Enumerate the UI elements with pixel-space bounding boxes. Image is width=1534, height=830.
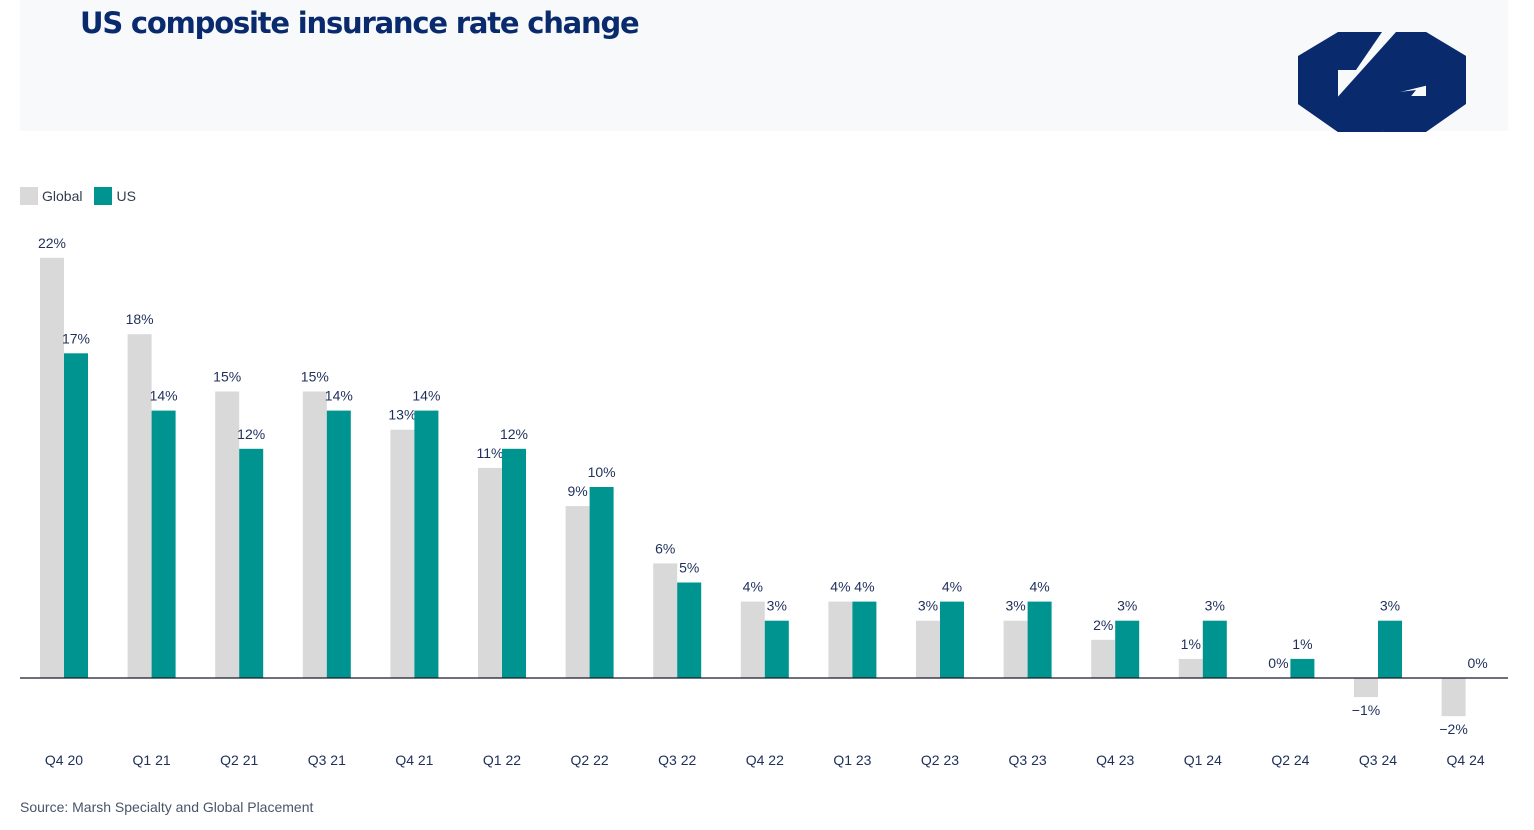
legend-swatch-global xyxy=(20,187,38,205)
data-label-global: −1% xyxy=(1352,702,1380,718)
legend-item-global: Global xyxy=(20,187,82,205)
chart-legend: Global US xyxy=(20,187,148,205)
x-tick-label: Q1 24 xyxy=(1184,752,1222,768)
bar-us xyxy=(414,410,439,678)
header-band xyxy=(20,0,1508,131)
data-label-us: 1% xyxy=(1292,636,1312,652)
bar-global xyxy=(40,257,64,678)
data-label-us: 3% xyxy=(767,598,787,614)
bar-chart: 22% 17% Q4 20 18% 14% Q1 21 15% 12% Q2 21 15% 14% Q… xyxy=(20,235,1508,768)
x-tick-label: Q4 20 xyxy=(45,752,83,768)
x-tick-label: Q2 24 xyxy=(1271,752,1309,768)
data-label-us: 14% xyxy=(412,388,440,404)
bar-global xyxy=(565,506,590,678)
bar-us xyxy=(852,601,877,678)
x-tick-label: Q3 21 xyxy=(308,752,346,768)
data-label-global: 3% xyxy=(918,598,938,614)
bar-us xyxy=(239,448,264,678)
legend-item-us: US xyxy=(94,187,136,205)
bar-us xyxy=(589,487,614,678)
data-label-us: 14% xyxy=(150,388,178,404)
legend-label-us: US xyxy=(116,188,136,204)
x-tick-label: Q2 22 xyxy=(571,752,609,768)
bar-us xyxy=(1202,620,1227,678)
data-label-global: 15% xyxy=(301,369,329,385)
bar-us xyxy=(64,353,88,678)
bar-global xyxy=(390,429,415,678)
bar-global xyxy=(653,563,678,678)
data-label-us: 5% xyxy=(679,560,699,576)
x-tick-label: Q4 21 xyxy=(395,752,433,768)
bar-us xyxy=(1027,601,1052,678)
bar-us xyxy=(677,582,702,678)
data-label-us: 3% xyxy=(1380,598,1400,614)
data-label-global: 6% xyxy=(655,540,675,556)
data-label-global: 4% xyxy=(743,579,763,595)
data-label-global: 3% xyxy=(1005,598,1025,614)
data-label-us: 10% xyxy=(588,464,616,480)
bar-us xyxy=(502,448,526,678)
bar-us xyxy=(764,620,789,678)
data-label-us: 12% xyxy=(500,426,528,442)
bar-global xyxy=(740,601,765,678)
bar-global xyxy=(1091,639,1116,678)
data-label-global: 1% xyxy=(1181,636,1201,652)
bar-us xyxy=(940,601,964,678)
data-label-global: −2% xyxy=(1439,721,1467,737)
bar-us xyxy=(151,410,176,678)
bar-global xyxy=(828,601,853,678)
data-label-us: 0% xyxy=(1467,655,1487,671)
data-label-us: 4% xyxy=(854,579,874,595)
bar-global xyxy=(916,620,940,678)
data-label-us: 12% xyxy=(237,426,265,442)
legend-swatch-us xyxy=(94,187,113,205)
data-label-us: 3% xyxy=(1205,598,1225,614)
source-note: Source: Marsh Specialty and Global Place… xyxy=(20,799,314,815)
data-label-global: 9% xyxy=(567,483,587,499)
data-label-global: 22% xyxy=(38,235,66,251)
bar-global xyxy=(127,334,152,678)
data-label-us: 3% xyxy=(1117,598,1137,614)
x-tick-label: Q2 23 xyxy=(921,752,959,768)
x-tick-label: Q1 23 xyxy=(833,752,871,768)
data-label-us: 14% xyxy=(325,388,353,404)
data-label-global: 13% xyxy=(388,407,416,423)
bar-global xyxy=(215,391,240,678)
bar-us xyxy=(1290,658,1315,678)
data-label-global: 4% xyxy=(830,579,850,595)
x-tick-label: Q4 23 xyxy=(1096,752,1134,768)
brand-logo-icon xyxy=(1298,32,1466,132)
data-label-global: 18% xyxy=(126,311,154,327)
legend-label-global: Global xyxy=(42,188,83,204)
bar-us xyxy=(1378,620,1402,678)
bar-us xyxy=(1115,620,1140,678)
bar-global xyxy=(1178,658,1203,678)
bar-global xyxy=(1354,678,1378,698)
bar-global xyxy=(1003,620,1028,678)
x-tick-label: Q1 21 xyxy=(133,752,171,768)
data-label-us: 4% xyxy=(942,579,962,595)
data-label-us: 17% xyxy=(62,330,90,346)
data-label-global: 2% xyxy=(1093,617,1113,633)
data-label-global: 0% xyxy=(1268,655,1288,671)
data-label-global: 15% xyxy=(213,369,241,385)
x-tick-label: Q4 24 xyxy=(1447,752,1485,768)
bar-global xyxy=(1441,678,1466,717)
x-tick-label: Q1 22 xyxy=(483,752,521,768)
bar-global xyxy=(302,391,327,678)
x-tick-label: Q2 21 xyxy=(220,752,258,768)
x-tick-label: Q3 22 xyxy=(658,752,696,768)
x-tick-label: Q4 22 xyxy=(746,752,784,768)
bar-us xyxy=(326,410,351,678)
x-tick-label: Q3 23 xyxy=(1009,752,1047,768)
data-label-global: 11% xyxy=(477,445,504,461)
data-label-us: 4% xyxy=(1029,579,1049,595)
x-tick-label: Q3 24 xyxy=(1359,752,1397,768)
page-title: US composite insurance rate change xyxy=(80,6,640,40)
bar-global xyxy=(478,467,502,678)
